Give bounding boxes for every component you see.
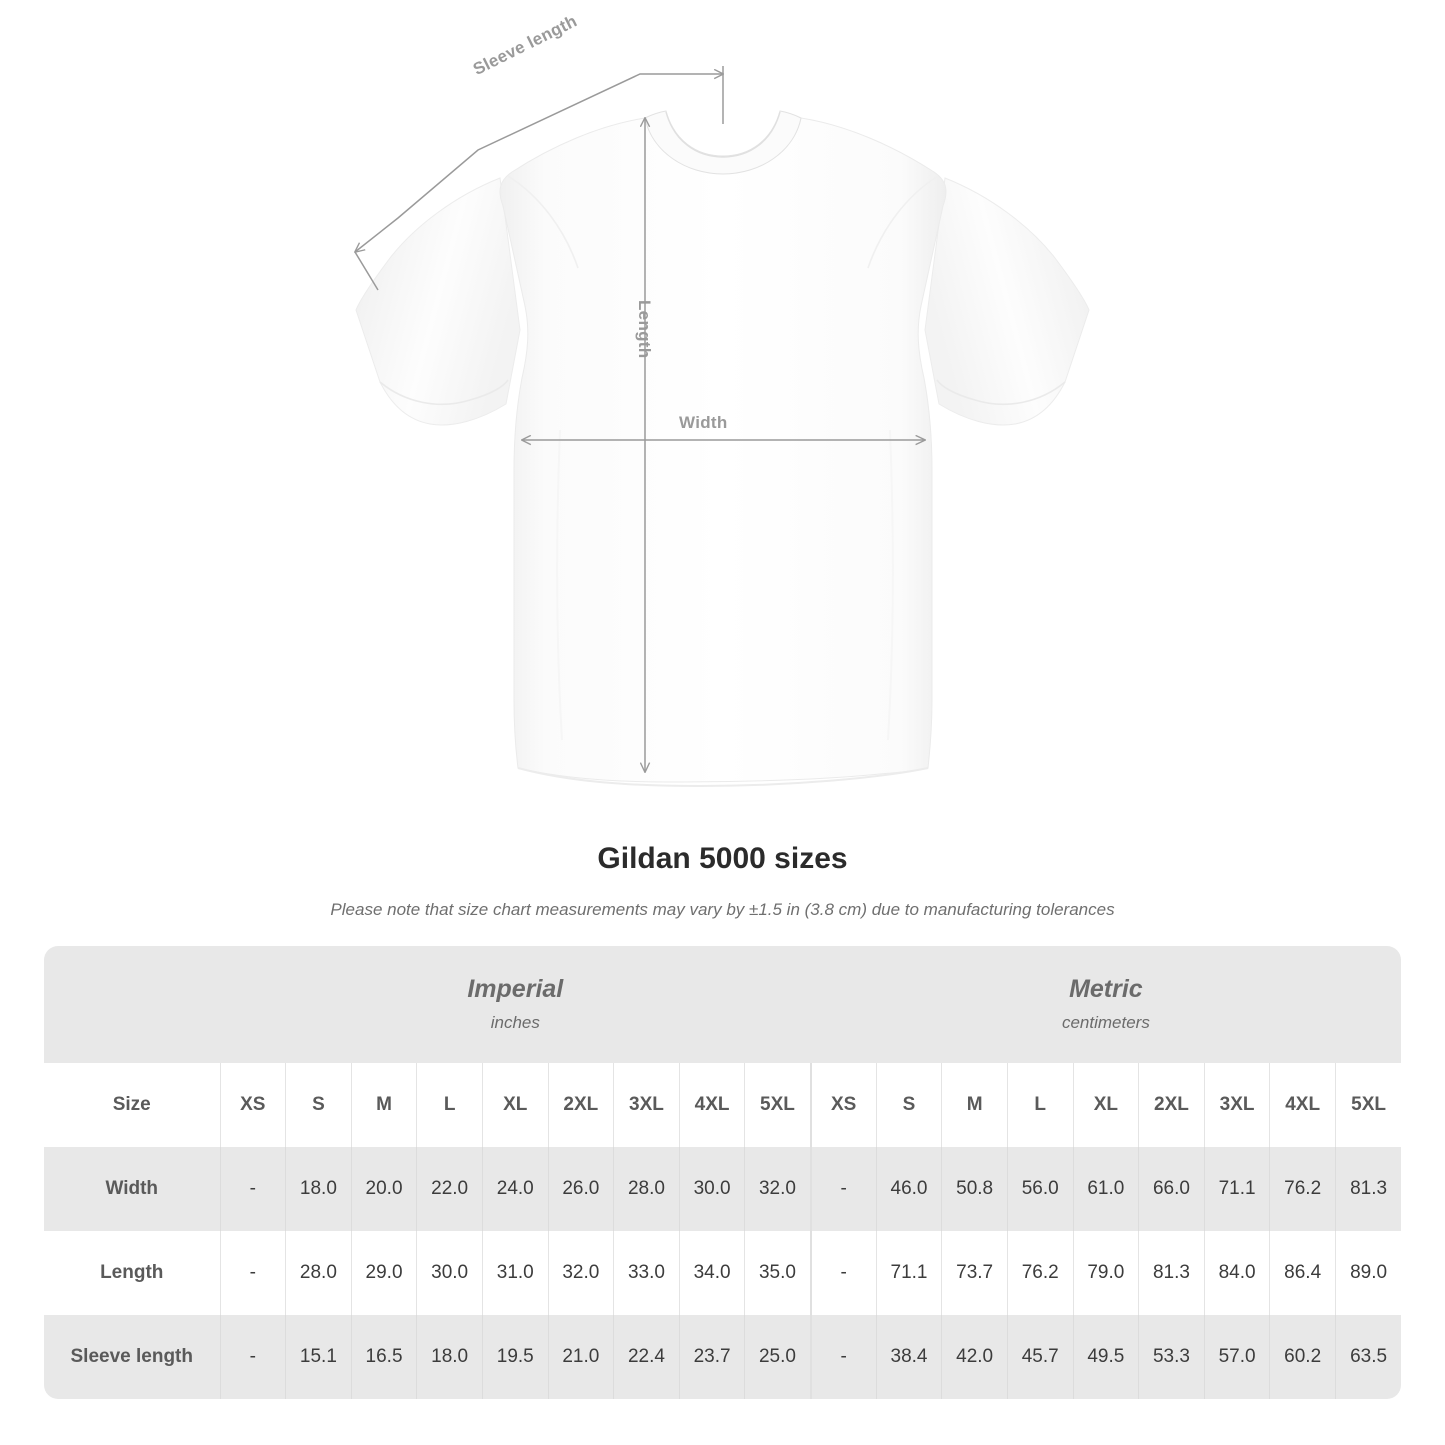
cell-value: 53.3 — [1138, 1315, 1205, 1399]
cell-value: 16.5 — [350, 1315, 417, 1399]
tshirt-measurement-diagram: Sleeve length Length Width — [0, 11, 1090, 788]
imperial-sublabel: inches — [490, 1013, 540, 1032]
cell-value: 20.0 — [350, 1147, 417, 1231]
size-column-header-imperial-l: L — [416, 1063, 483, 1147]
cell-value: 63.5 — [1334, 1315, 1402, 1399]
cell-value: 71.1 — [875, 1231, 942, 1315]
table-row: Sleeve length -15.1 16.5 18.0 19.5 21.0 22.4 23… — [44, 1315, 1402, 1399]
tshirt-illustration — [0, 66, 1090, 788]
cell-value: - — [219, 1147, 286, 1231]
size-column-header-imperial-xl: XL — [481, 1063, 549, 1147]
cell-value: 32.0 — [744, 1147, 811, 1231]
size-column-header-metric-2xl: 2XL — [1138, 1063, 1205, 1147]
size-column-header-metric-3xl: 3XL — [1203, 1063, 1270, 1147]
cell-value: 26.0 — [547, 1147, 614, 1231]
cell-value: 38.4 — [875, 1315, 942, 1399]
cell-value: 42.0 — [941, 1315, 1008, 1399]
cell-value: 76.2 — [1006, 1231, 1074, 1315]
cell-value: 29.0 — [350, 1231, 417, 1315]
cell-value: 25.0 — [744, 1315, 811, 1399]
unit-header-corner — [44, 946, 220, 1063]
size-column-header-imperial-3xl: 3XL — [613, 1063, 680, 1147]
cell-value: - — [219, 1231, 286, 1315]
size-column-header-imperial-5xl: 5XL — [744, 1063, 811, 1147]
size-column-header-metric-xl: XL — [1072, 1063, 1139, 1147]
cell-value: 50.8 — [941, 1147, 1008, 1231]
size-header-row: Size XS S M L XL 2XL 3XL 4XL 5XL XS S M L XL 2XL 3XL 4XL 5… — [44, 1063, 1402, 1147]
table-row: Width -18.0 20.0 22.0 24.0 26.0 28.0 30.0 32.0-4… — [44, 1147, 1402, 1231]
cell-value: 28.0 — [285, 1231, 352, 1315]
length-label: Length — [635, 300, 654, 359]
size-column-header-imperial-xs: XS — [219, 1063, 286, 1147]
cell-value: 35.0 — [744, 1231, 811, 1315]
cell-value: 18.0 — [285, 1147, 352, 1231]
cell-value: 56.0 — [1006, 1147, 1074, 1231]
cell-value: 18.0 — [416, 1315, 483, 1399]
cell-value: 32.0 — [547, 1231, 614, 1315]
cell-value: 30.0 — [416, 1231, 483, 1315]
sleeve-length-dimension-arrow — [355, 66, 723, 291]
cell-value: 19.5 — [481, 1315, 549, 1399]
cell-value: 61.0 — [1072, 1147, 1139, 1231]
metric-label: Metric — [1069, 975, 1143, 1003]
page-title: Gildan 5000 sizes — [597, 842, 848, 875]
cell-value: 73.7 — [941, 1231, 1008, 1315]
size-column-header-imperial-2xl: 2XL — [547, 1063, 614, 1147]
cell-value: 81.3 — [1334, 1147, 1402, 1231]
unit-header-row: Imperial inches Metric centimeters — [44, 946, 1402, 1063]
cell-value: - — [809, 1231, 877, 1315]
size-chart-table: Imperial inches Metric centimeters Size X… — [44, 946, 1402, 1399]
cell-value: 60.2 — [1269, 1315, 1336, 1399]
cell-value: 79.0 — [1072, 1231, 1139, 1315]
cell-value: 45.7 — [1006, 1315, 1074, 1399]
row-label-sleeve-length: Sleeve length — [44, 1315, 220, 1399]
cell-value: 15.1 — [285, 1315, 352, 1399]
size-chart-table-container: Imperial inches Metric centimeters Size X… — [44, 946, 1402, 1399]
cell-value: 86.4 — [1269, 1231, 1336, 1315]
cell-value: 71.1 — [1203, 1147, 1270, 1231]
cell-value: 89.0 — [1334, 1231, 1402, 1315]
size-column-header-imperial-s: S — [285, 1063, 352, 1147]
metric-section-header: Metric centimeters — [810, 946, 1402, 1063]
cell-value: 84.0 — [1203, 1231, 1270, 1315]
size-column-header-metric-m: M — [941, 1063, 1008, 1147]
cell-value: - — [809, 1147, 877, 1231]
cell-value: 23.7 — [678, 1315, 745, 1399]
row-label-length: Length — [44, 1231, 220, 1315]
size-column-header-metric-5xl: 5XL — [1334, 1063, 1402, 1147]
size-column-header-metric-4xl: 4XL — [1269, 1063, 1336, 1147]
cell-value: 22.4 — [613, 1315, 680, 1399]
cell-value: 76.2 — [1269, 1147, 1336, 1231]
size-column-header-metric-xs: XS — [809, 1063, 877, 1147]
cell-value: 66.0 — [1138, 1147, 1205, 1231]
size-column-header-imperial-m: M — [350, 1063, 417, 1147]
tolerance-note: Please note that size chart measurements… — [330, 900, 1115, 919]
size-column-header-imperial-4xl: 4XL — [678, 1063, 745, 1147]
imperial-section-header: Imperial inches — [220, 946, 811, 1063]
cell-value: 34.0 — [678, 1231, 745, 1315]
size-row-label-header: Size — [44, 1063, 220, 1147]
width-label: Width — [679, 413, 728, 432]
cell-value: 49.5 — [1072, 1315, 1139, 1399]
size-column-header-metric-s: S — [875, 1063, 942, 1147]
cell-value: 24.0 — [481, 1147, 549, 1231]
size-column-header-metric-l: L — [1006, 1063, 1074, 1147]
cell-value: - — [809, 1315, 877, 1399]
cell-value: 81.3 — [1138, 1231, 1205, 1315]
row-label-width: Width — [44, 1147, 220, 1231]
cell-value: 22.0 — [416, 1147, 483, 1231]
cell-value: 21.0 — [547, 1315, 614, 1399]
title-block: Gildan 5000 sizes Please note that size … — [0, 840, 1445, 922]
cell-value: 31.0 — [481, 1231, 549, 1315]
imperial-label: Imperial — [467, 975, 564, 1003]
cell-value: 28.0 — [613, 1147, 680, 1231]
cell-value: 33.0 — [613, 1231, 680, 1315]
table-row: Length -28.0 29.0 30.0 31.0 32.0 33.0 34.0 35.0-… — [44, 1231, 1402, 1315]
cell-value: 57.0 — [1203, 1315, 1270, 1399]
metric-sublabel: centimeters — [1061, 1013, 1150, 1032]
size-table-body: Width -18.0 20.0 22.0 24.0 26.0 28.0 30.0 32.0-4… — [44, 1147, 1402, 1399]
cell-value: - — [219, 1315, 286, 1399]
cell-value: 30.0 — [678, 1147, 745, 1231]
cell-value: 46.0 — [875, 1147, 942, 1231]
